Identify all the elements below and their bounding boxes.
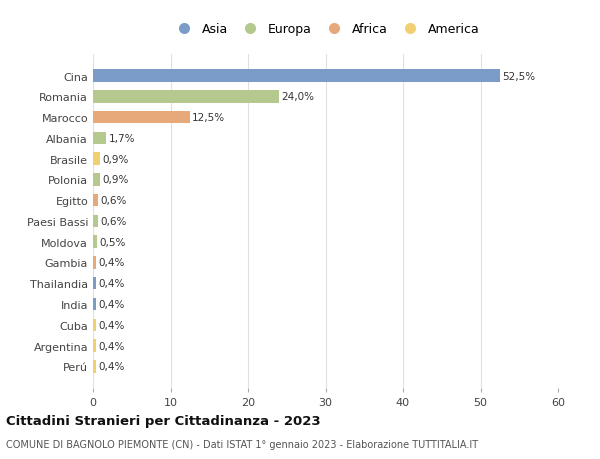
Text: 0,4%: 0,4% xyxy=(98,362,125,371)
Text: 52,5%: 52,5% xyxy=(502,72,535,81)
Bar xyxy=(93,257,96,269)
Bar xyxy=(93,174,100,186)
Text: 24,0%: 24,0% xyxy=(281,92,314,102)
Bar xyxy=(93,215,98,228)
Text: 0,4%: 0,4% xyxy=(98,341,125,351)
Text: COMUNE DI BAGNOLO PIEMONTE (CN) - Dati ISTAT 1° gennaio 2023 - Elaborazione TUTT: COMUNE DI BAGNOLO PIEMONTE (CN) - Dati I… xyxy=(6,440,478,449)
Text: 0,9%: 0,9% xyxy=(102,154,128,164)
Text: 0,4%: 0,4% xyxy=(98,258,125,268)
Bar xyxy=(93,70,500,83)
Text: 12,5%: 12,5% xyxy=(192,113,226,123)
Bar xyxy=(93,236,97,248)
Bar xyxy=(93,91,279,103)
Text: 0,4%: 0,4% xyxy=(98,299,125,309)
Bar xyxy=(93,319,96,331)
Bar xyxy=(93,195,98,207)
Text: 0,6%: 0,6% xyxy=(100,196,127,206)
Bar xyxy=(93,277,96,290)
Text: Cittadini Stranieri per Cittadinanza - 2023: Cittadini Stranieri per Cittadinanza - 2… xyxy=(6,414,320,428)
Bar xyxy=(93,153,100,166)
Text: 1,7%: 1,7% xyxy=(109,134,135,144)
Bar xyxy=(93,132,106,145)
Legend: Asia, Europa, Africa, America: Asia, Europa, Africa, America xyxy=(167,18,484,41)
Text: 0,5%: 0,5% xyxy=(99,237,125,247)
Text: 0,4%: 0,4% xyxy=(98,320,125,330)
Text: 0,4%: 0,4% xyxy=(98,279,125,289)
Bar xyxy=(93,360,96,373)
Text: 0,6%: 0,6% xyxy=(100,217,127,226)
Bar xyxy=(93,112,190,124)
Bar xyxy=(93,340,96,352)
Text: 0,9%: 0,9% xyxy=(102,175,128,185)
Bar xyxy=(93,298,96,311)
